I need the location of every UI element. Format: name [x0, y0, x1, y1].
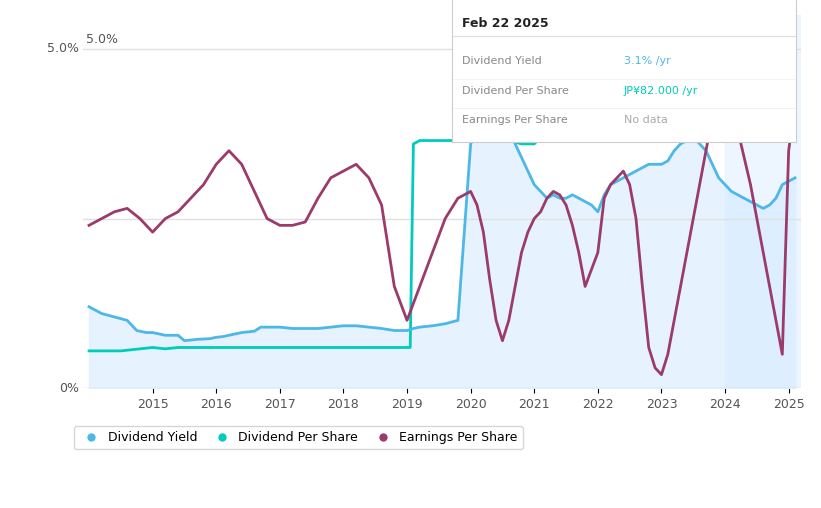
- Text: JP¥82.000 /yr: JP¥82.000 /yr: [624, 86, 699, 96]
- Text: 5.0%: 5.0%: [86, 33, 118, 46]
- Text: 5.0%: 5.0%: [48, 43, 80, 55]
- Text: 0%: 0%: [59, 382, 80, 395]
- Text: 3.1% /yr: 3.1% /yr: [624, 56, 671, 66]
- Text: Dividend Per Share: Dividend Per Share: [462, 86, 569, 96]
- Text: No data: No data: [624, 115, 667, 125]
- Legend: Dividend Yield, Dividend Per Share, Earnings Per Share: Dividend Yield, Dividend Per Share, Earn…: [74, 426, 523, 449]
- Text: Feb 22 2025: Feb 22 2025: [462, 17, 548, 30]
- Text: Earnings Per Share: Earnings Per Share: [462, 115, 567, 125]
- Text: Dividend Yield: Dividend Yield: [462, 56, 542, 66]
- Bar: [725, 15, 801, 388]
- Text: Past: Past: [728, 39, 754, 52]
